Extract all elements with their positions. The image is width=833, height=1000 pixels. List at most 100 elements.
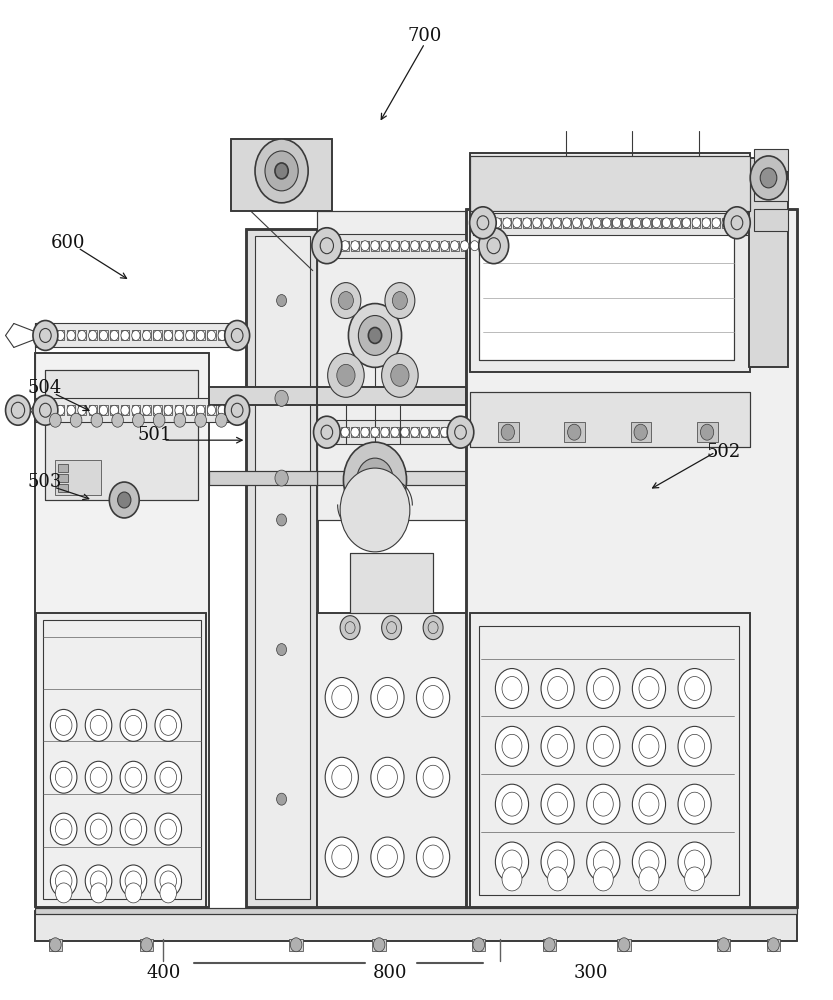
Bar: [513, 218, 521, 228]
Bar: [35, 908, 796, 914]
Bar: [350, 553, 433, 613]
Circle shape: [164, 405, 172, 415]
Circle shape: [49, 413, 61, 427]
Circle shape: [479, 228, 509, 264]
Circle shape: [461, 427, 469, 437]
Circle shape: [470, 207, 496, 239]
Text: 502: 502: [706, 443, 741, 461]
Circle shape: [718, 938, 730, 952]
Circle shape: [768, 938, 780, 952]
Circle shape: [582, 218, 591, 228]
Bar: [542, 939, 556, 951]
Bar: [472, 939, 486, 951]
Circle shape: [685, 867, 705, 891]
Circle shape: [50, 761, 77, 793]
Circle shape: [567, 424, 581, 440]
Circle shape: [109, 482, 139, 518]
Bar: [652, 218, 661, 228]
Circle shape: [132, 405, 140, 415]
Circle shape: [120, 761, 147, 793]
Bar: [209, 471, 317, 485]
Circle shape: [632, 842, 666, 882]
Circle shape: [632, 726, 666, 766]
Circle shape: [672, 218, 681, 228]
Circle shape: [441, 427, 449, 437]
Bar: [461, 241, 469, 251]
Bar: [552, 218, 561, 228]
Circle shape: [612, 218, 621, 228]
Circle shape: [662, 218, 671, 228]
Bar: [421, 427, 429, 437]
Circle shape: [382, 353, 418, 397]
Bar: [471, 241, 479, 251]
Circle shape: [337, 364, 355, 386]
Bar: [317, 387, 466, 405]
Circle shape: [277, 394, 287, 406]
Bar: [498, 422, 519, 442]
Circle shape: [331, 427, 339, 437]
Circle shape: [175, 405, 183, 415]
Bar: [207, 405, 216, 415]
Bar: [321, 427, 329, 437]
Bar: [229, 330, 237, 340]
Circle shape: [50, 709, 77, 741]
Circle shape: [325, 837, 358, 877]
Circle shape: [49, 938, 61, 952]
Bar: [697, 422, 718, 442]
Circle shape: [225, 320, 250, 350]
Bar: [431, 427, 439, 437]
Bar: [479, 166, 735, 360]
Bar: [77, 405, 86, 415]
Circle shape: [67, 330, 75, 340]
Bar: [57, 484, 67, 492]
Circle shape: [368, 327, 382, 343]
Bar: [503, 218, 511, 228]
Bar: [321, 241, 329, 251]
Circle shape: [348, 304, 402, 367]
Circle shape: [602, 218, 611, 228]
Circle shape: [678, 726, 711, 766]
Circle shape: [132, 330, 140, 340]
Circle shape: [186, 405, 194, 415]
Circle shape: [586, 726, 620, 766]
Circle shape: [411, 241, 419, 251]
Circle shape: [496, 784, 529, 824]
Circle shape: [110, 330, 118, 340]
Bar: [631, 422, 651, 442]
Circle shape: [371, 757, 404, 797]
Circle shape: [416, 678, 450, 717]
Text: 501: 501: [137, 426, 172, 444]
Bar: [350, 553, 433, 613]
Circle shape: [421, 241, 429, 251]
Circle shape: [265, 151, 298, 191]
Circle shape: [218, 405, 227, 415]
Bar: [45, 330, 53, 340]
Bar: [99, 405, 107, 415]
Circle shape: [175, 330, 183, 340]
Bar: [67, 330, 75, 340]
Circle shape: [678, 784, 711, 824]
Bar: [197, 330, 205, 340]
Circle shape: [361, 427, 369, 437]
Bar: [45, 405, 53, 415]
Bar: [470, 392, 751, 447]
Bar: [317, 387, 466, 405]
Circle shape: [141, 938, 152, 952]
Bar: [35, 911, 796, 941]
Bar: [470, 153, 751, 372]
Circle shape: [85, 813, 112, 845]
Circle shape: [120, 709, 147, 741]
Circle shape: [761, 168, 777, 188]
Circle shape: [722, 218, 731, 228]
Circle shape: [313, 416, 340, 448]
Bar: [331, 241, 339, 251]
Circle shape: [541, 726, 574, 766]
Circle shape: [751, 156, 787, 200]
Circle shape: [473, 938, 485, 952]
Bar: [317, 211, 471, 520]
Circle shape: [50, 865, 77, 897]
Bar: [57, 464, 67, 472]
Circle shape: [155, 761, 182, 793]
Circle shape: [88, 330, 97, 340]
Circle shape: [381, 427, 389, 437]
